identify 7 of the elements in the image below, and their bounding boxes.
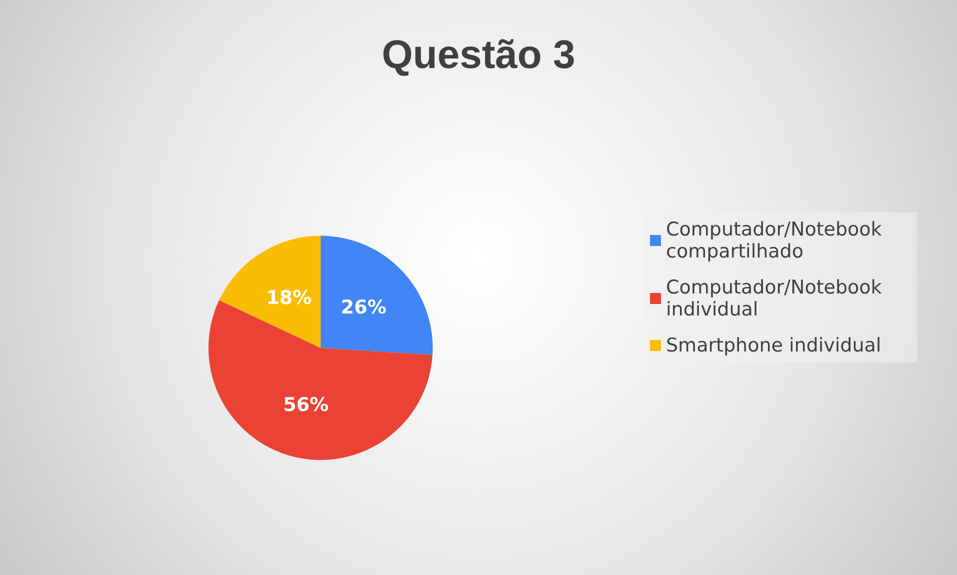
chart-title: Questão 3 — [382, 33, 576, 77]
data-label: 26% — [340, 296, 386, 318]
data-label: 56% — [283, 394, 329, 416]
legend-label: Computador/Notebook compartilhado — [666, 218, 888, 262]
legend-label: Smartphone individual — [666, 334, 882, 356]
data-label: 18% — [266, 287, 312, 310]
legend-label: Computador/Notebook individual — [666, 276, 888, 320]
